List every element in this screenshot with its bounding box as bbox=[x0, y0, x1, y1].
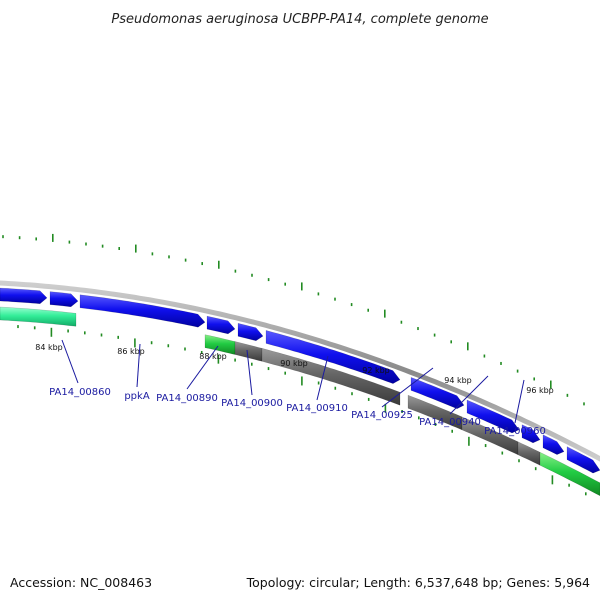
kbp-label: 92 kbp bbox=[362, 366, 390, 375]
gene-features bbox=[0, 287, 600, 497]
kbp-label: 88 kbp bbox=[199, 352, 227, 361]
gene-leader-line bbox=[186, 345, 219, 390]
gene-label[interactable]: PA14_00925 bbox=[351, 410, 413, 421]
reverse-gene-6 bbox=[517, 441, 541, 466]
gene-leader-line bbox=[136, 343, 141, 388]
kbp-labels: 84 kbp 86 kbp 88 kbp 90 kbp 92 kbp 94 kbp 96 k… bbox=[35, 343, 554, 395]
gene-leader-line bbox=[316, 355, 329, 401]
gene-label[interactable]: PA14_00910 bbox=[286, 403, 348, 414]
kbp-label: 90 kbp bbox=[280, 359, 308, 368]
reverse-gene-3 bbox=[261, 347, 401, 406]
reverse-gene-2 bbox=[234, 341, 263, 362]
gene-leader-line bbox=[381, 367, 434, 408]
forward-gene-7 bbox=[466, 399, 520, 434]
reverse-gene-7 bbox=[539, 451, 600, 497]
accession-text: Accession: NC_008463 bbox=[10, 575, 152, 590]
forward-gene-5 bbox=[265, 330, 401, 384]
gene-leader-line bbox=[449, 375, 489, 415]
reverse-gene-0 bbox=[0, 306, 77, 327]
topology-summary: Topology: circular; Length: 6,537,648 bp… bbox=[246, 575, 590, 590]
gene-leader-line bbox=[514, 379, 525, 424]
kbp-label: 94 kbp bbox=[444, 376, 472, 385]
map-title: Pseudomonas aeruginosa UCBPP-PA14, compl… bbox=[111, 12, 488, 27]
kbp-label: 96 kbp bbox=[526, 386, 554, 395]
gene-labels: PA14_00860 ppkA PA14_00890 PA14_00900 PA14_0… bbox=[49, 339, 546, 437]
inner-ticks bbox=[17, 325, 587, 496]
gene-label[interactable]: ppkA bbox=[124, 391, 149, 402]
kbp-label: 86 kbp bbox=[117, 347, 145, 356]
gene-label[interactable]: PA14_00860 bbox=[49, 387, 111, 398]
gene-label[interactable]: PA14_00960 bbox=[484, 426, 546, 437]
forward-gene-3 bbox=[206, 315, 236, 335]
genome-backbone bbox=[0, 280, 600, 462]
forward-gene-4 bbox=[237, 322, 264, 342]
forward-gene-0 bbox=[0, 287, 48, 305]
kbp-label: 84 kbp bbox=[35, 343, 63, 352]
forward-gene-9 bbox=[542, 434, 565, 455]
forward-gene-6 bbox=[410, 377, 465, 410]
outer-ticks bbox=[2, 233, 585, 406]
forward-gene-2 bbox=[79, 294, 206, 328]
forward-gene-8 bbox=[521, 424, 541, 444]
gene-label[interactable]: PA14_00890 bbox=[156, 393, 218, 404]
gene-label[interactable]: PA14_00940 bbox=[419, 417, 481, 428]
gene-leader-line bbox=[246, 349, 253, 396]
gene-leader-line bbox=[61, 339, 79, 384]
forward-gene-10 bbox=[566, 446, 600, 474]
forward-gene-1 bbox=[49, 291, 79, 308]
gene-label[interactable]: PA14_00900 bbox=[221, 398, 283, 409]
